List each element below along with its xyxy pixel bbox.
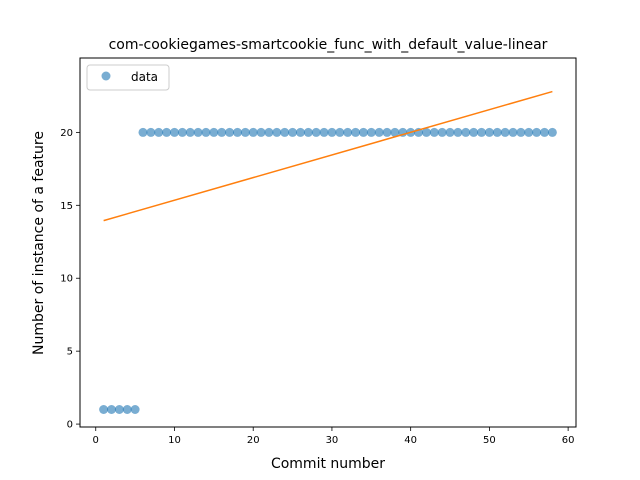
data-point — [209, 127, 219, 137]
data-point — [185, 127, 195, 137]
plot-frame — [79, 57, 577, 428]
x-axis-label: Commit number — [271, 456, 385, 472]
data-point — [327, 127, 337, 137]
y-tick-label: 0 — [67, 420, 73, 431]
data-point — [524, 127, 534, 137]
data-point — [264, 127, 274, 137]
data-point — [303, 127, 313, 137]
y-axis: 0 5 10 15 20 — [60, 128, 80, 431]
data-point — [162, 127, 172, 137]
data-point — [280, 127, 290, 137]
data-point — [429, 127, 439, 137]
data-point — [154, 127, 164, 137]
data-point — [311, 127, 321, 137]
data-point — [232, 127, 242, 137]
data-point — [114, 404, 124, 414]
data-point — [335, 127, 345, 137]
data-point — [540, 127, 550, 137]
legend-box — [86, 64, 170, 91]
data-point — [469, 127, 479, 137]
data-point — [99, 404, 109, 414]
x-axis: 0 10 20 30 40 50 60 — [93, 427, 575, 446]
data-point — [177, 127, 187, 137]
data-point — [343, 127, 353, 137]
data-point — [461, 127, 471, 137]
data-point — [358, 127, 368, 137]
data-point — [138, 127, 148, 137]
data-point — [169, 127, 179, 137]
data-point — [130, 404, 140, 414]
y-axis-label: Number of instance of a feature — [31, 131, 47, 355]
data-point — [351, 127, 361, 137]
data-point — [366, 127, 376, 137]
data-point — [508, 127, 518, 137]
data-point — [248, 127, 258, 137]
legend-marker-data — [101, 71, 111, 81]
chart-title: com-cookiegames-smartcookie_func_with_de… — [109, 37, 548, 53]
data-point — [547, 127, 557, 137]
data-point — [106, 404, 116, 414]
data-point — [256, 127, 266, 137]
legend: data — [86, 64, 170, 91]
data-point — [217, 127, 227, 137]
data-point — [500, 127, 510, 137]
data-point — [374, 127, 384, 137]
data-point — [382, 127, 392, 137]
data-point — [240, 127, 250, 137]
data-point — [390, 127, 400, 137]
x-tick-label: 30 — [326, 435, 339, 446]
x-tick-label: 60 — [562, 435, 575, 446]
data-point — [146, 127, 156, 137]
legend-label-data: data — [131, 70, 158, 84]
data-point — [319, 127, 329, 137]
x-tick-label: 10 — [168, 435, 181, 446]
data-point — [453, 127, 463, 137]
y-tick-label: 15 — [60, 201, 73, 212]
data-point — [193, 127, 203, 137]
data-point — [477, 127, 487, 137]
data-point — [484, 127, 494, 137]
data-point — [122, 404, 132, 414]
data-point — [201, 127, 211, 137]
data-point — [516, 127, 526, 137]
y-tick-label: 5 — [67, 347, 73, 358]
y-tick-label: 20 — [60, 128, 73, 139]
data-point — [421, 127, 431, 137]
data-point — [225, 127, 235, 137]
data-point — [492, 127, 502, 137]
data-point — [445, 127, 455, 137]
data-point — [437, 127, 447, 137]
y-tick-label: 10 — [60, 274, 73, 285]
data-point — [532, 127, 542, 137]
x-tick-label: 0 — [93, 435, 99, 446]
data-point — [295, 127, 305, 137]
fit-line — [103, 90, 553, 222]
x-tick-label: 40 — [404, 435, 417, 446]
data-point — [272, 127, 282, 137]
x-tick-label: 20 — [247, 435, 260, 446]
data-point — [288, 127, 298, 137]
x-tick-label: 50 — [483, 435, 496, 446]
plot-area — [99, 90, 557, 414]
